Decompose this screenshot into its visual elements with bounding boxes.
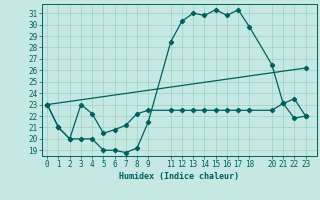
X-axis label: Humidex (Indice chaleur): Humidex (Indice chaleur)	[119, 172, 239, 181]
